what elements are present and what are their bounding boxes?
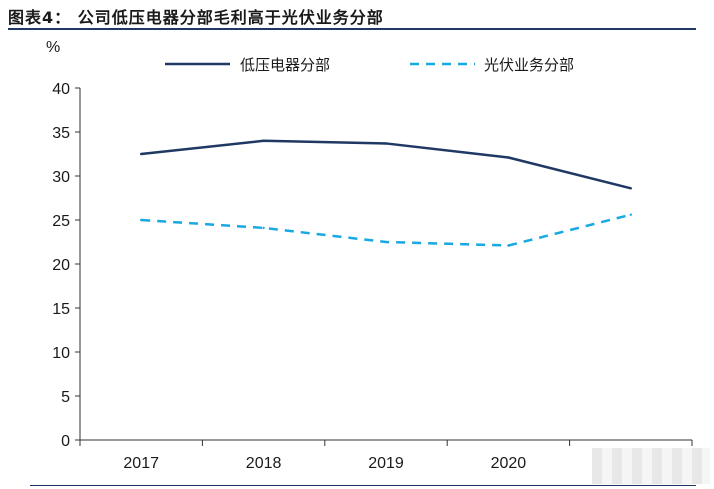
series-1-point [140, 218, 143, 222]
chart-series [140, 139, 632, 247]
x-tick-label: 2020 [491, 455, 527, 472]
y-tick-label: 35 [52, 125, 70, 142]
series-0-point [262, 139, 265, 142]
x-tick-label: 2019 [368, 455, 404, 472]
series-1-point [384, 240, 388, 244]
y-tick-label: 40 [52, 81, 70, 98]
chart-axes [79, 88, 692, 441]
y-tick-label: 25 [52, 213, 70, 230]
y-axis-unit-label: % [46, 39, 60, 56]
watermark-blur [592, 448, 710, 484]
series-1-point [507, 244, 510, 247]
chart-title: 图表4： 公司低压电器分部毛利高于光伏业务分部 [8, 8, 384, 27]
chart-ticks: % 0 5 10 15 20 25 30 35 40 2017 2018 2019 2020 [46, 39, 693, 472]
series-1-point [629, 213, 632, 216]
legend-label-1: 光伏业务分部 [484, 56, 574, 74]
series-0-point [140, 152, 143, 156]
bottom-divider [30, 485, 696, 486]
x-tick-label: 2018 [246, 455, 282, 472]
chart-legend: 低压电器分部 光伏业务分部 [165, 56, 574, 74]
y-tick-label: 0 [61, 433, 70, 450]
series-line-0 [141, 139, 632, 190]
x-tick-label: 2017 [123, 455, 159, 472]
series-0-point [507, 156, 510, 159]
y-tick-label: 10 [52, 345, 70, 362]
series-0-point [384, 142, 388, 145]
series-0-point [629, 187, 632, 190]
y-tick-label: 20 [52, 257, 70, 274]
series-1-point [262, 226, 265, 230]
title-divider [8, 28, 696, 30]
y-tick-label: 15 [52, 301, 70, 318]
y-tick-label: 30 [52, 169, 70, 186]
legend-label-0: 低压电器分部 [240, 56, 330, 74]
y-tick-label: 5 [61, 389, 70, 406]
